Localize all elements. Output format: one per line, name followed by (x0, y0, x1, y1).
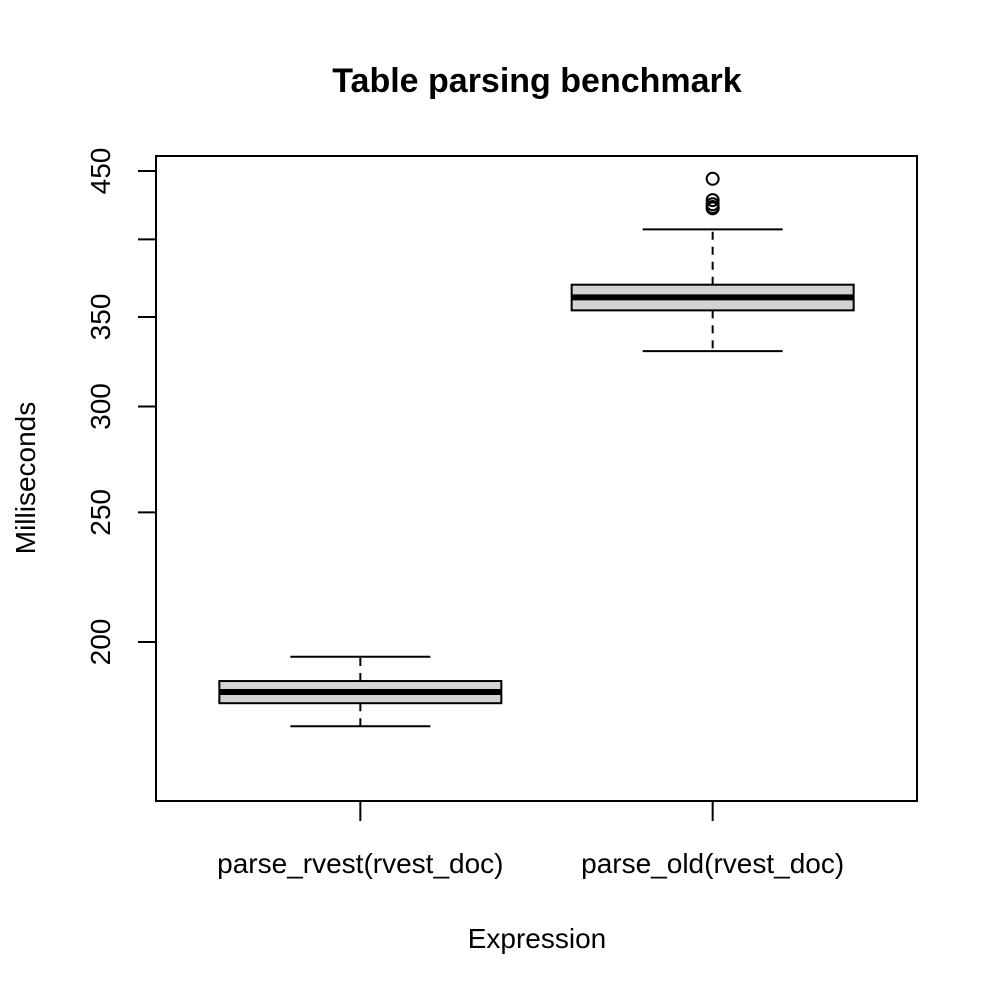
outlier-point (705, 171, 720, 186)
x-tick-label: parse_old(rvest_doc) (581, 848, 844, 879)
outlier-point (705, 193, 720, 208)
x-tick-label: parse_rvest(rvest_doc) (217, 848, 503, 879)
y-tick-label: 250 (85, 489, 116, 536)
chart-title: Table parsing benchmark (332, 62, 741, 100)
box-series (218, 171, 855, 728)
y-axis-label: Milliseconds (10, 402, 41, 555)
plot-frame (155, 155, 918, 802)
y-tick-label: 300 (85, 383, 116, 430)
y-axis: 200 250 300 350 450 (85, 148, 156, 666)
y-tick-label: 350 (85, 294, 116, 341)
box-group (218, 655, 503, 728)
x-axis-label: Expression (468, 923, 607, 954)
box-group (570, 171, 855, 353)
y-tick-label: 450 (85, 148, 116, 195)
y-tick-label: 200 (85, 619, 116, 666)
outlier-point (705, 197, 720, 212)
x-axis: parse_rvest(rvest_doc) parse_old(rvest_do… (217, 801, 844, 879)
